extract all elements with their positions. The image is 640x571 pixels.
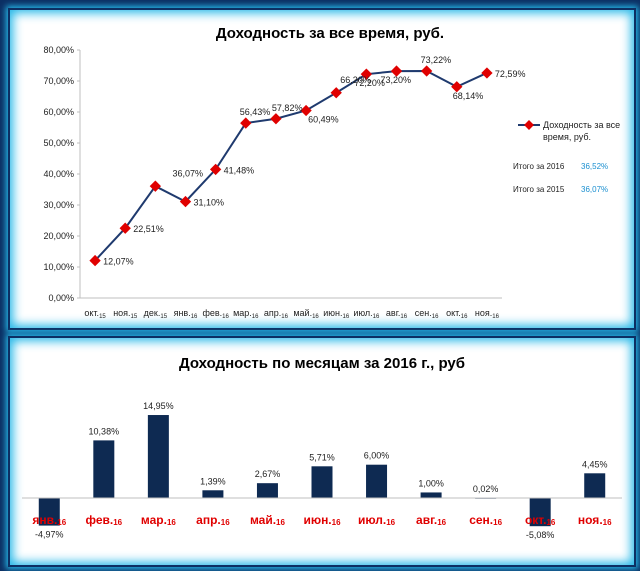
data-point bbox=[481, 67, 493, 79]
y-tick-label: 30,00% bbox=[43, 200, 74, 210]
x-tick-label: июн.16 bbox=[323, 308, 350, 320]
data-label: 73,22% bbox=[421, 55, 452, 65]
cumulative-return-chart-panel: Доходность за все время, руб. 0,00% 10,00… bbox=[8, 8, 636, 330]
category-label: апр.16 bbox=[196, 513, 230, 527]
category-label: мар.16 bbox=[141, 513, 177, 527]
data-label: 36,07% bbox=[173, 169, 204, 179]
bar bbox=[202, 490, 224, 498]
data-point bbox=[420, 65, 433, 77]
bar bbox=[311, 466, 333, 498]
data-point bbox=[149, 180, 162, 192]
bar bbox=[366, 464, 388, 498]
total-2016-value: 36,52% bbox=[581, 162, 608, 171]
data-label: 5,71% bbox=[309, 452, 335, 462]
data-point bbox=[179, 195, 192, 208]
data-label: 57,82% bbox=[272, 103, 303, 113]
x-tick-label: май.16 bbox=[293, 308, 319, 320]
data-point bbox=[240, 117, 252, 129]
bar bbox=[420, 492, 442, 498]
y-tick-label: 10,00% bbox=[43, 262, 74, 272]
category-label: сен.16 bbox=[469, 513, 502, 527]
total-2016-label: Итого за 2016 bbox=[513, 162, 565, 171]
data-label: 1,39% bbox=[200, 476, 226, 486]
x-tick-label: окт.16 bbox=[446, 308, 468, 320]
bar bbox=[93, 440, 115, 498]
data-label: -4,97% bbox=[35, 530, 64, 540]
data-point bbox=[209, 163, 222, 176]
data-label: 73,20% bbox=[381, 75, 412, 85]
data-label: 41,48% bbox=[224, 165, 255, 175]
monthly-return-chart-panel: Доходность по месяцам за 2016 г., руб -4… bbox=[8, 336, 636, 567]
data-label: 60,49% bbox=[308, 114, 339, 124]
y-tick-label: 70,00% bbox=[43, 76, 74, 86]
bar bbox=[256, 483, 278, 498]
chart-title: Доходность по месяцам за 2016 г., руб bbox=[179, 355, 465, 372]
y-tick-label: 50,00% bbox=[43, 138, 74, 148]
data-label: 1,00% bbox=[418, 478, 444, 488]
y-tick-label: 0,00% bbox=[48, 293, 74, 303]
category-label: янв.16 bbox=[32, 513, 66, 527]
category-label: ноя.16 bbox=[578, 513, 612, 527]
data-label: 72,20% bbox=[354, 78, 385, 88]
total-2015-label: Итого за 2015 bbox=[513, 185, 565, 194]
x-tick-label: ноя.16 bbox=[475, 308, 500, 320]
data-label: 12,07% bbox=[103, 257, 134, 267]
y-tick-label: 80,00% bbox=[43, 45, 74, 55]
cumulative-return-chart: Доходность за все время, руб. 0,00% 10,00… bbox=[43, 25, 620, 320]
x-tick-label: июл.16 bbox=[353, 308, 380, 320]
y-tick-label: 20,00% bbox=[43, 231, 74, 241]
category-label: июл.16 bbox=[358, 513, 396, 527]
category-label: авг.16 bbox=[416, 513, 447, 527]
y-tick-label: 60,00% bbox=[43, 107, 74, 117]
x-tick-label: сен.16 bbox=[415, 308, 439, 320]
legend-label-line2: время, руб. bbox=[543, 132, 591, 142]
x-tick-label: ноя.15 bbox=[113, 308, 138, 320]
x-tick-label: фев.16 bbox=[202, 308, 229, 320]
chart-title: Доходность за все время, руб. bbox=[216, 25, 444, 42]
x-tick-label: апр.16 bbox=[264, 308, 289, 320]
category-label: июн.16 bbox=[303, 513, 341, 527]
data-label: 2,67% bbox=[255, 469, 281, 479]
data-label: 0,02% bbox=[473, 484, 499, 494]
x-tick-label: дек.15 bbox=[144, 308, 168, 320]
x-tick-label: авг.16 bbox=[386, 308, 408, 320]
data-label: 4,45% bbox=[582, 459, 608, 469]
data-point bbox=[330, 87, 342, 99]
category-label: окт.16 bbox=[525, 513, 556, 527]
bar bbox=[529, 498, 551, 527]
data-label: 14,95% bbox=[143, 401, 174, 411]
category-label: май.16 bbox=[250, 513, 286, 527]
data-label: 22,51% bbox=[133, 224, 164, 234]
data-label: 6,00% bbox=[364, 451, 390, 461]
data-label: 10,38% bbox=[89, 426, 120, 436]
bar bbox=[38, 498, 60, 526]
legend-label-line1: Доходность за все bbox=[543, 120, 620, 130]
x-tick-label: янв.16 bbox=[174, 308, 198, 320]
data-label: 68,14% bbox=[453, 91, 484, 101]
data-label: 31,10% bbox=[194, 198, 225, 208]
data-label: -5,08% bbox=[526, 530, 555, 540]
bar bbox=[147, 415, 169, 498]
bar bbox=[584, 473, 606, 498]
x-tick-label: мар.16 bbox=[233, 308, 259, 320]
legend-marker-swatch bbox=[524, 120, 534, 130]
data-point bbox=[89, 254, 101, 267]
data-label: 66,20% bbox=[340, 75, 371, 85]
data-label: 72,59% bbox=[495, 69, 526, 79]
x-tick-label: окт.15 bbox=[84, 308, 106, 320]
category-label: фев.16 bbox=[85, 513, 122, 527]
total-2015-value: 36,07% bbox=[581, 185, 608, 194]
data-point bbox=[390, 65, 403, 77]
monthly-return-chart: Доходность по месяцам за 2016 г., руб -4… bbox=[22, 355, 622, 540]
y-tick-label: 40,00% bbox=[43, 169, 74, 179]
data-label: 56,43% bbox=[240, 107, 271, 117]
data-point bbox=[270, 113, 282, 125]
